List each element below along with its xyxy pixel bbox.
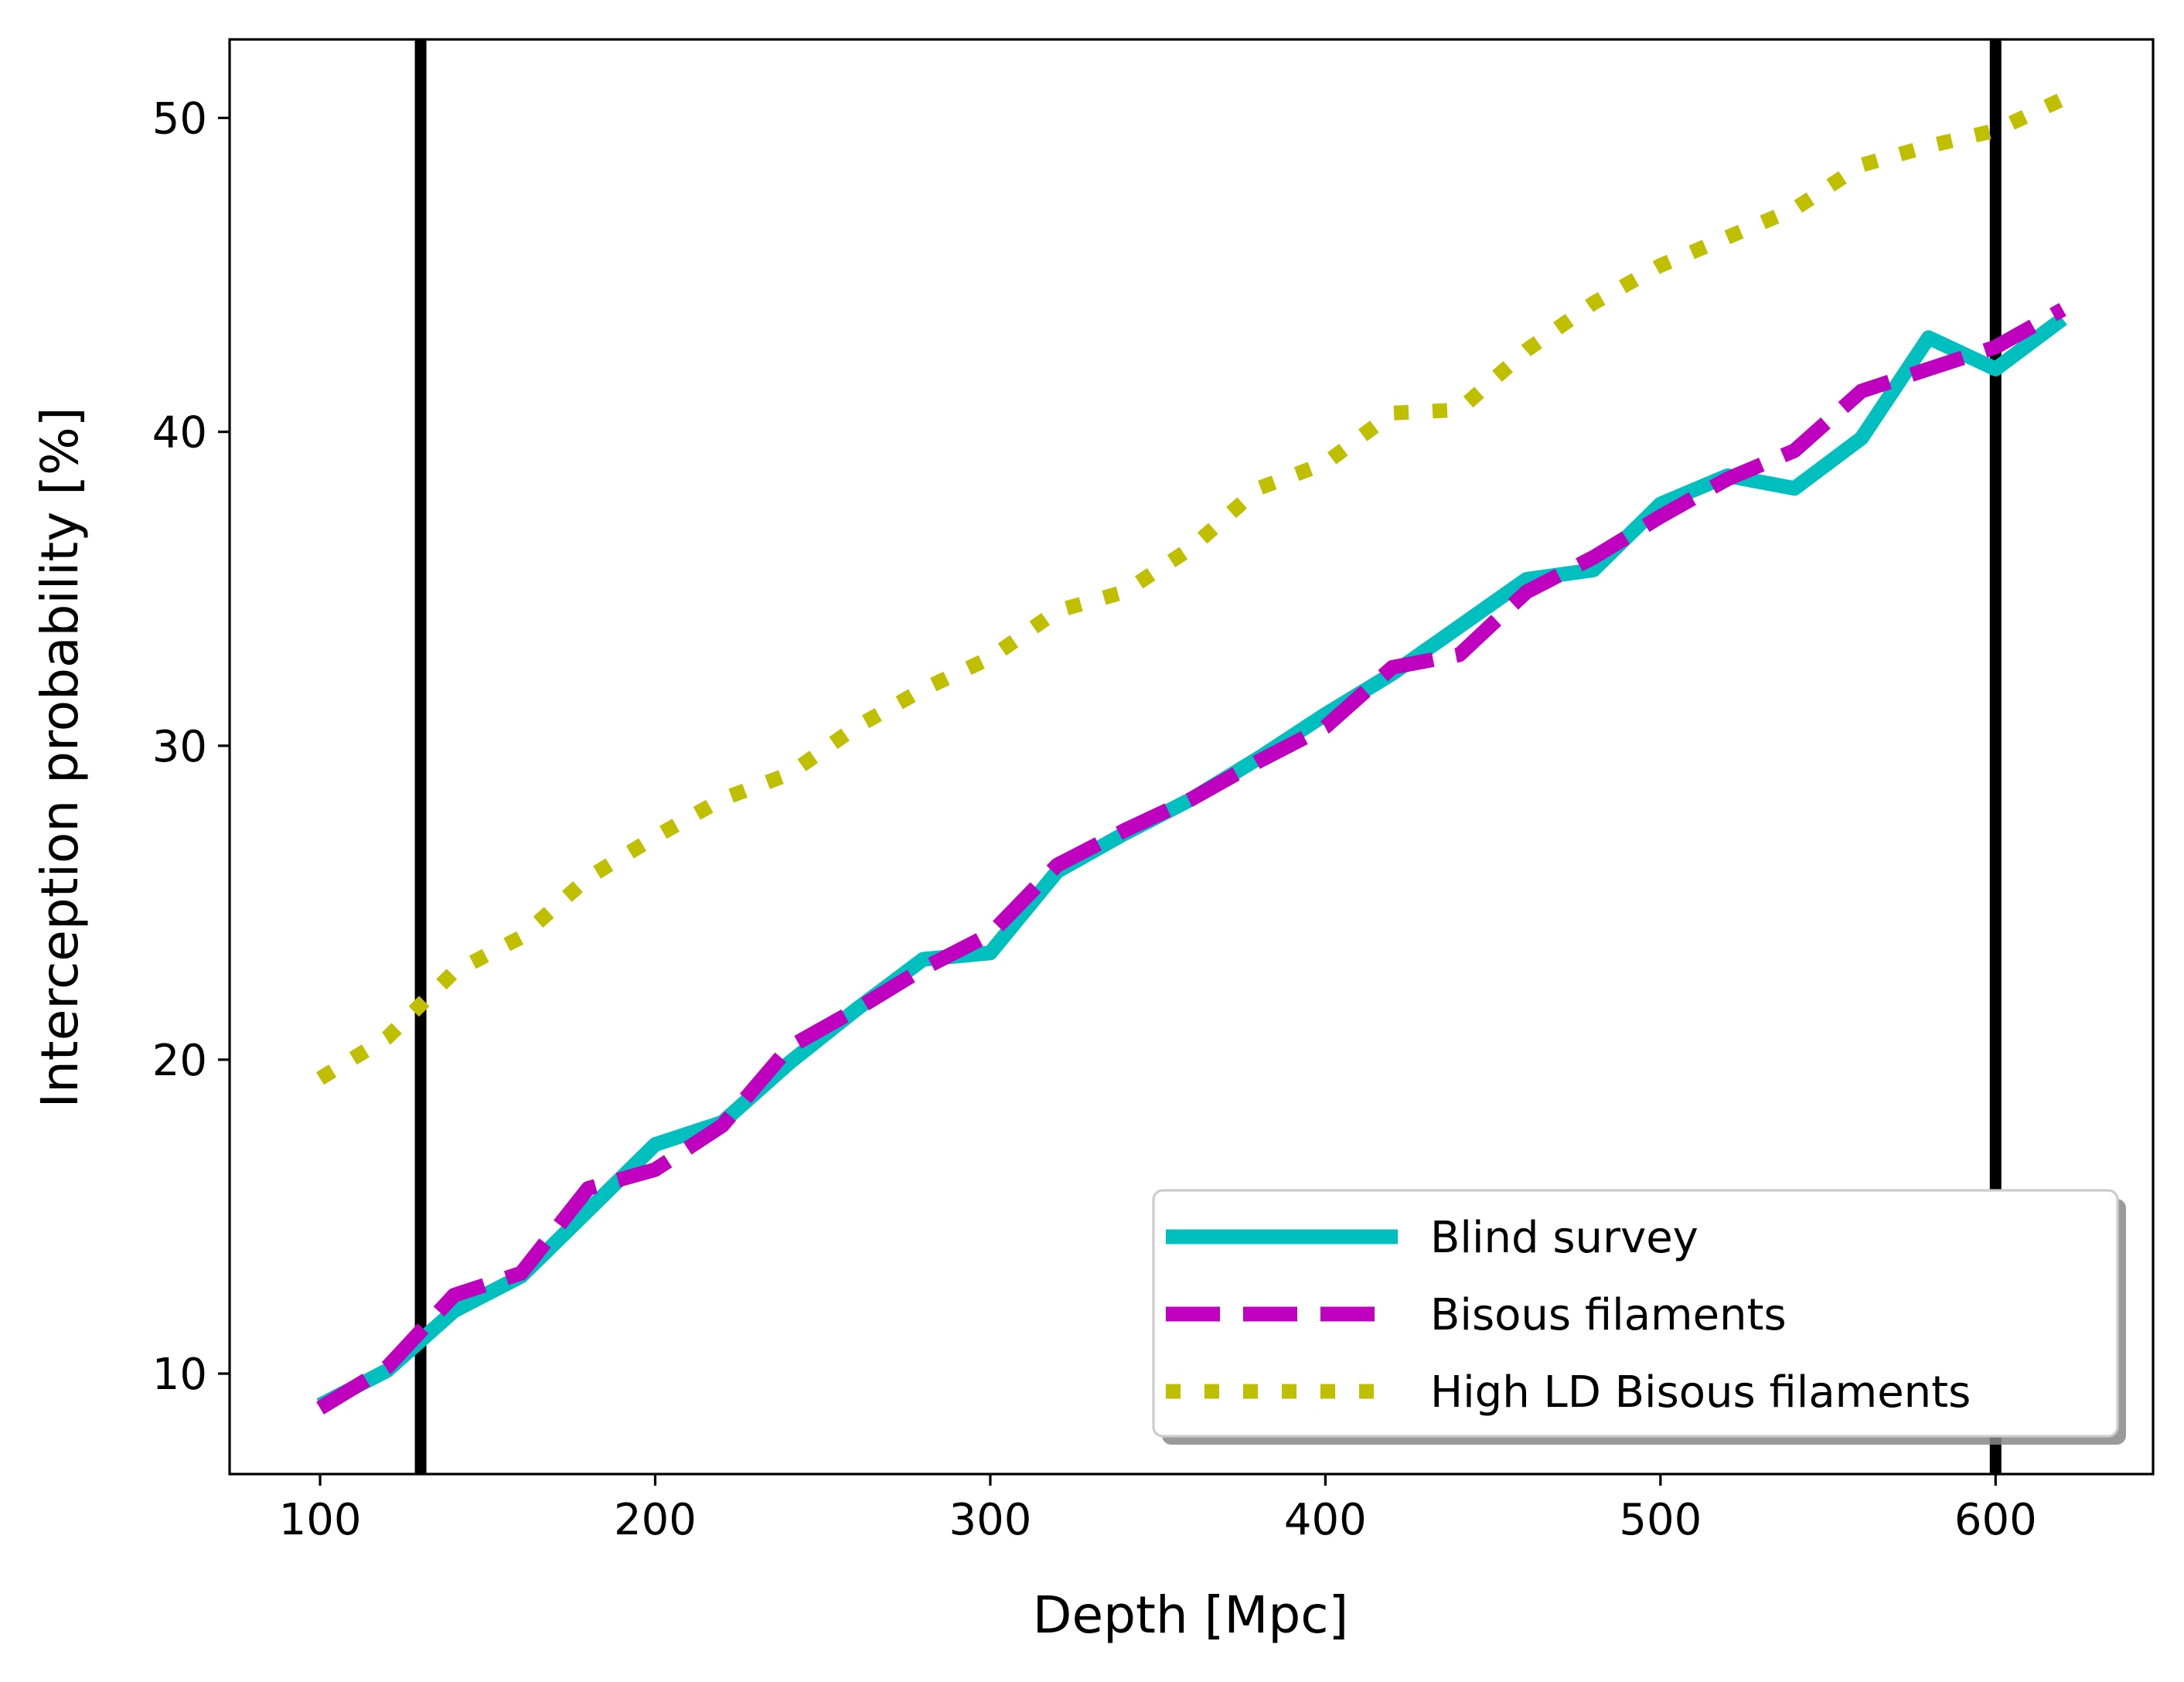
x-axis-label: Depth [Mpc] bbox=[1033, 1585, 1349, 1645]
x-tick-label: 500 bbox=[1619, 1495, 1702, 1545]
legend-label: Blind survey bbox=[1430, 1213, 1698, 1263]
x-axis-ticks: 100 200 300 400 500 600 bbox=[279, 1474, 2037, 1545]
series-line-high-ld-bisous-filaments bbox=[316, 92, 2066, 1085]
series-line-bisous-filaments bbox=[316, 303, 2066, 1415]
plot-area-frame bbox=[228, 38, 2155, 1476]
y-axis-ticks: 10 20 30 40 50 bbox=[152, 94, 230, 1400]
x-tick-label: 300 bbox=[949, 1495, 1031, 1545]
x-tick-label: 100 bbox=[279, 1495, 362, 1545]
legend-box bbox=[1152, 1189, 2119, 1438]
legend: Blind survey Bisous filaments High LD Biso… bbox=[1152, 1189, 2126, 1445]
y-tick-label: 10 bbox=[152, 1350, 207, 1400]
series-lines bbox=[316, 92, 2067, 1415]
legend-label: Bisous filaments bbox=[1430, 1290, 1787, 1340]
x-tick-label: 400 bbox=[1284, 1495, 1367, 1545]
legend-label: High LD Bisous filaments bbox=[1430, 1367, 1971, 1418]
x-tick-label: 600 bbox=[1954, 1495, 2037, 1545]
y-axis-label: Interception probability [%] bbox=[30, 407, 90, 1108]
legend-entries: Blind survey Bisous filaments High LD Biso… bbox=[1166, 1213, 1971, 1418]
y-tick-label: 40 bbox=[152, 408, 207, 458]
x-tick-label: 200 bbox=[614, 1495, 697, 1545]
y-tick-label: 30 bbox=[152, 722, 207, 772]
y-tick-label: 20 bbox=[152, 1036, 207, 1086]
y-tick-label: 50 bbox=[152, 94, 207, 145]
